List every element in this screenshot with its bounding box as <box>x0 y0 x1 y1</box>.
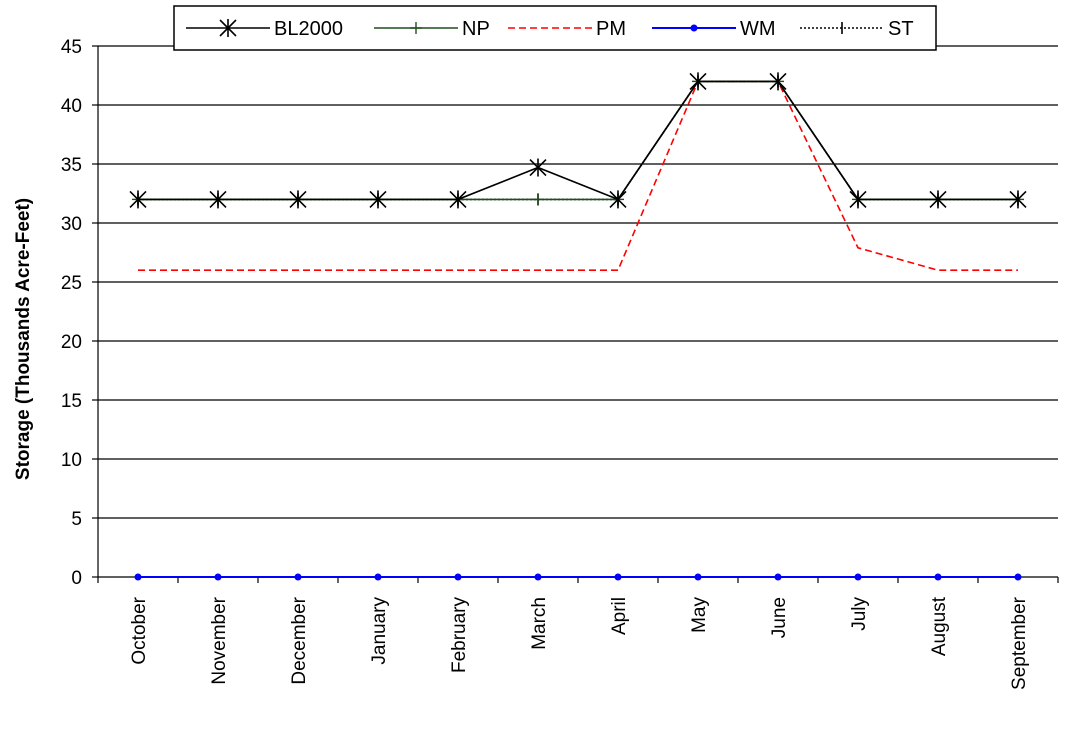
series-line-bl2000 <box>138 80 1018 201</box>
y-tick-label-10: 10 <box>61 450 82 471</box>
x-tick-label-october: October <box>129 596 150 664</box>
x-tick-label-march: March <box>529 597 550 650</box>
point-wm-december <box>294 573 302 581</box>
x-tick-label-april: April <box>609 597 630 635</box>
legend-entry-pm: PM <box>508 18 626 40</box>
series-np <box>132 75 1024 206</box>
point-wm-april <box>614 573 622 581</box>
legend-swatch-marker-np <box>410 22 422 34</box>
x-tick-label-november: November <box>209 596 230 684</box>
legend-label-np: NP <box>462 18 490 40</box>
legend-label-wm: WM <box>740 18 776 40</box>
point-wm-november <box>214 573 222 581</box>
legend-label-st: ST <box>888 18 914 40</box>
point-np-march <box>532 193 544 206</box>
legend-label-bl2000: BL2000 <box>274 18 343 40</box>
point-bl2000-september <box>1009 190 1027 209</box>
series-pm <box>138 80 1018 272</box>
point-wm-february <box>454 573 462 581</box>
legend-entry-wm: WM <box>652 18 776 40</box>
y-axis-title: Storage (Thousands Acre-Feet) <box>13 198 34 480</box>
point-wm-june <box>774 573 782 581</box>
point-bl2000-march <box>529 158 547 177</box>
x-tick-label-february: February <box>449 597 470 674</box>
point-bl2000-may <box>689 72 707 91</box>
point-bl2000-november <box>209 190 227 209</box>
y-tick-label-15: 15 <box>61 391 82 412</box>
point-bl2000-june <box>769 72 787 91</box>
legend: BL2000 NP PM WM ST <box>173 5 937 51</box>
legend-swatch-marker-bl2000 <box>219 19 237 37</box>
point-bl2000-february <box>449 190 467 209</box>
series-line-pm <box>138 80 1018 272</box>
axes <box>92 45 1059 583</box>
series-line-np <box>138 80 1018 201</box>
y-tick-label-30: 30 <box>61 214 82 235</box>
gridlines <box>98 45 1058 519</box>
y-tick-label-20: 20 <box>61 332 82 353</box>
point-bl2000-july <box>849 190 867 209</box>
x-tick-label-may: May <box>689 597 710 633</box>
point-bl2000-october <box>129 190 147 209</box>
point-wm-january <box>374 573 382 581</box>
y-tick-label-45: 45 <box>61 37 82 58</box>
x-tick-label-september: September <box>1009 596 1030 690</box>
y-tick-label-25: 25 <box>61 273 82 294</box>
y-tick-label-0: 0 <box>71 568 82 589</box>
legend-swatch-marker-wm <box>690 24 698 32</box>
point-wm-august <box>934 573 942 581</box>
series-wm <box>134 573 1022 581</box>
point-bl2000-january <box>369 190 387 209</box>
x-tick-label-june: June <box>769 597 790 638</box>
point-wm-may <box>694 573 702 581</box>
point-wm-october <box>134 573 142 581</box>
y-tick-label-5: 5 <box>71 509 82 530</box>
legend-entry-st: ST <box>800 18 914 40</box>
series-bl2000 <box>129 72 1027 209</box>
point-bl2000-august <box>929 190 947 209</box>
point-wm-march <box>534 573 542 581</box>
x-tick-label-august: August <box>929 596 950 656</box>
legend-entry-bl2000: BL2000 <box>186 18 343 40</box>
legend-label-pm: PM <box>596 18 626 40</box>
legend-entry-np: NP <box>374 18 490 40</box>
x-tick-label-december: December <box>289 596 310 684</box>
series-st <box>137 75 1019 206</box>
y-tick-label-40: 40 <box>61 96 82 117</box>
x-tick-label-january: January <box>369 597 390 665</box>
point-wm-september <box>1014 573 1022 581</box>
point-bl2000-april <box>609 190 627 209</box>
tick-labels: 0 5 10 15 20 25 30 35 40 45 October November Decembe… <box>61 37 1030 690</box>
series-line-st <box>138 80 1018 201</box>
y-tick-label-35: 35 <box>61 155 82 176</box>
x-tick-label-july: July <box>849 597 870 631</box>
point-bl2000-december <box>289 190 307 209</box>
point-wm-july <box>854 573 862 581</box>
series-lines <box>129 72 1027 581</box>
